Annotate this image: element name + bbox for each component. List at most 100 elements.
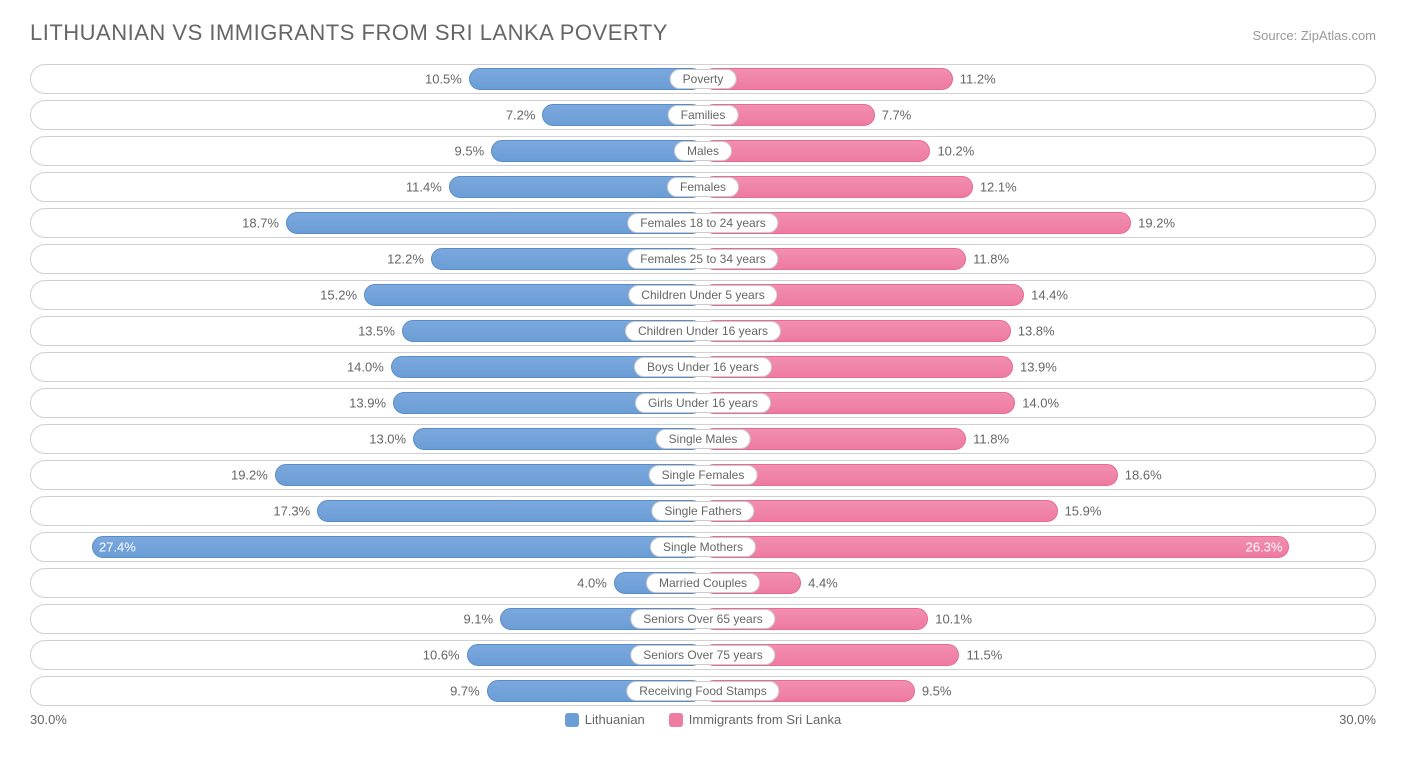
chart-row: 10.5%11.2%Poverty bbox=[30, 64, 1376, 94]
chart-row: 10.6%11.5%Seniors Over 75 years bbox=[30, 640, 1376, 670]
left-value: 7.2% bbox=[506, 108, 536, 123]
left-value: 13.5% bbox=[358, 324, 395, 339]
chart-row: 18.7% 19.2%Females 18 to 24 years bbox=[30, 208, 1376, 238]
chart-footer: 30.0% Lithuanian Immigrants from Sri Lan… bbox=[30, 712, 1376, 727]
left-bar: 11.4% bbox=[449, 176, 703, 198]
right-value: 18.6% bbox=[1125, 468, 1162, 483]
right-half: 10.1% bbox=[703, 608, 1372, 630]
right-half: 19.2% bbox=[703, 212, 1372, 234]
left-value: 18.7% bbox=[242, 216, 279, 231]
chart-row: 14.0%13.9%Boys Under 16 years bbox=[30, 352, 1376, 382]
category-label: Children Under 16 years bbox=[625, 321, 781, 341]
left-half: 17.3% bbox=[34, 500, 703, 522]
left-half: 10.6% bbox=[34, 644, 703, 666]
right-bar: 11.2% bbox=[703, 68, 953, 90]
left-half: 7.2% bbox=[34, 104, 703, 126]
right-half: 11.5% bbox=[703, 644, 1372, 666]
left-value: 12.2% bbox=[387, 252, 424, 267]
left-value: 13.0% bbox=[369, 432, 406, 447]
chart-row: 27.4% 26.3% Single Mothers bbox=[30, 532, 1376, 562]
right-value: 14.4% bbox=[1031, 288, 1068, 303]
right-value: 11.2% bbox=[960, 72, 996, 87]
chart-row: 19.2% 18.6% Single Females bbox=[30, 460, 1376, 490]
right-half: 10.2% bbox=[703, 140, 1372, 162]
left-half: 12.2% bbox=[34, 248, 703, 270]
left-half: 13.0% bbox=[34, 428, 703, 450]
legend-item-right: Immigrants from Sri Lanka bbox=[669, 712, 841, 727]
right-half: 11.2% bbox=[703, 68, 1372, 90]
chart-row: 13.0% 11.8% Single Males bbox=[30, 424, 1376, 454]
category-label: Single Males bbox=[656, 429, 751, 449]
right-half: 12.1% bbox=[703, 176, 1372, 198]
left-value: 13.9% bbox=[349, 396, 386, 411]
left-value: 27.4% bbox=[99, 540, 136, 555]
chart-row: 13.9% 14.0% Girls Under 16 years bbox=[30, 388, 1376, 418]
right-value: 7.7% bbox=[882, 108, 912, 123]
chart-header: LITHUANIAN VS IMMIGRANTS FROM SRI LANKA … bbox=[30, 20, 1376, 46]
legend: Lithuanian Immigrants from Sri Lanka bbox=[90, 712, 1316, 727]
category-label: Single Mothers bbox=[650, 537, 756, 557]
legend-item-left: Lithuanian bbox=[565, 712, 645, 727]
right-value: 13.8% bbox=[1018, 324, 1055, 339]
right-value: 11.5% bbox=[966, 648, 1002, 663]
chart-row: 17.3%15.9%Single Fathers bbox=[30, 496, 1376, 526]
chart-row: 4.0%4.4%Married Couples bbox=[30, 568, 1376, 598]
right-value: 11.8% bbox=[973, 252, 1009, 267]
right-half: 26.3% bbox=[703, 536, 1372, 558]
category-label: Single Fathers bbox=[651, 501, 754, 521]
left-half: 15.2% bbox=[34, 284, 703, 306]
right-value: 13.9% bbox=[1020, 360, 1057, 375]
bar-chart: 10.5%11.2%Poverty7.2%7.7%Families9.5%10.… bbox=[30, 64, 1376, 706]
right-value: 10.2% bbox=[937, 144, 974, 159]
chart-row: 15.2% 14.4% Children Under 5 years bbox=[30, 280, 1376, 310]
axis-max-left: 30.0% bbox=[30, 712, 90, 727]
chart-row: 12.2%11.8%Females 25 to 34 years bbox=[30, 244, 1376, 274]
right-value: 12.1% bbox=[980, 180, 1017, 195]
category-label: Poverty bbox=[670, 69, 737, 89]
category-label: Males bbox=[674, 141, 732, 161]
right-value: 26.3% bbox=[1246, 540, 1283, 555]
category-label: Females 18 to 24 years bbox=[627, 213, 778, 233]
left-half: 27.4% bbox=[34, 536, 703, 558]
left-half: 9.5% bbox=[34, 140, 703, 162]
right-value: 14.0% bbox=[1022, 396, 1059, 411]
right-half: 14.4% bbox=[703, 284, 1372, 306]
chart-row: 11.4% 12.1% Females bbox=[30, 172, 1376, 202]
left-half: 4.0% bbox=[34, 572, 703, 594]
right-half: 14.0% bbox=[703, 392, 1372, 414]
right-half: 4.4% bbox=[703, 572, 1372, 594]
right-bar: 10.2% bbox=[703, 140, 930, 162]
left-value: 10.5% bbox=[425, 72, 462, 87]
left-bar: 17.3% bbox=[317, 500, 703, 522]
right-half: 7.7% bbox=[703, 104, 1372, 126]
category-label: Single Females bbox=[649, 465, 758, 485]
right-half: 15.9% bbox=[703, 500, 1372, 522]
right-half: 11.8% bbox=[703, 248, 1372, 270]
right-half: 9.5% bbox=[703, 680, 1372, 702]
left-bar: 27.4% bbox=[92, 536, 703, 558]
left-value: 11.4% bbox=[406, 180, 442, 195]
left-value: 4.0% bbox=[577, 576, 607, 591]
left-value: 14.0% bbox=[347, 360, 384, 375]
legend-swatch-right bbox=[669, 713, 683, 727]
left-half: 9.1% bbox=[34, 608, 703, 630]
left-value: 9.1% bbox=[463, 612, 493, 627]
left-value: 9.7% bbox=[450, 684, 480, 699]
left-half: 11.4% bbox=[34, 176, 703, 198]
chart-row: 9.1%10.1%Seniors Over 65 years bbox=[30, 604, 1376, 634]
right-half: 18.6% bbox=[703, 464, 1372, 486]
right-value: 10.1% bbox=[935, 612, 972, 627]
category-label: Children Under 5 years bbox=[628, 285, 777, 305]
axis-max-right: 30.0% bbox=[1316, 712, 1376, 727]
right-half: 13.8% bbox=[703, 320, 1372, 342]
left-bar: 10.5% bbox=[469, 68, 703, 90]
right-value: 11.8% bbox=[973, 432, 1009, 447]
left-half: 10.5% bbox=[34, 68, 703, 90]
chart-row: 7.2%7.7%Families bbox=[30, 100, 1376, 130]
left-value: 19.2% bbox=[231, 468, 268, 483]
left-half: 9.7% bbox=[34, 680, 703, 702]
left-value: 10.6% bbox=[423, 648, 460, 663]
category-label: Females bbox=[667, 177, 739, 197]
category-label: Girls Under 16 years bbox=[635, 393, 771, 413]
left-value: 9.5% bbox=[455, 144, 485, 159]
